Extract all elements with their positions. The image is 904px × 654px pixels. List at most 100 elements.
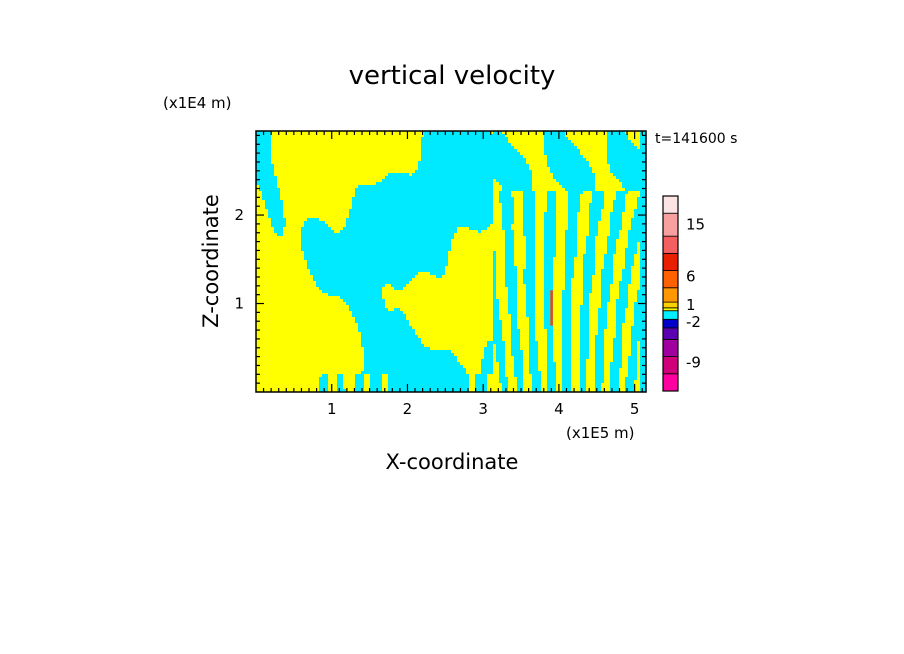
field-cell — [283, 209, 286, 212]
field-cell — [346, 212, 349, 215]
field-cell — [586, 140, 589, 143]
field-cell — [577, 233, 580, 236]
field-cell — [430, 200, 433, 203]
field-cell — [520, 218, 523, 221]
field-cell — [505, 134, 508, 137]
field-cell — [550, 215, 553, 218]
field-cell — [340, 158, 343, 161]
field-cell — [289, 143, 292, 146]
field-cell — [337, 176, 340, 179]
field-cell — [337, 245, 340, 248]
field-cell — [574, 176, 577, 179]
field-cell — [643, 227, 646, 230]
field-cell — [367, 185, 370, 188]
field-cell — [325, 206, 328, 209]
field-cell — [619, 158, 622, 161]
field-cell — [340, 242, 343, 245]
field-cell — [625, 242, 628, 245]
field-cell — [592, 161, 595, 164]
field-cell — [526, 218, 529, 221]
field-cell — [379, 161, 382, 164]
field-cell — [556, 161, 559, 164]
field-cell — [628, 194, 631, 197]
field-cell — [376, 236, 379, 239]
field-cell — [355, 242, 358, 245]
field-cell — [583, 212, 586, 215]
field-cell — [643, 221, 646, 224]
field-cell — [295, 206, 298, 209]
field-cell — [565, 242, 568, 245]
field-cell — [598, 239, 601, 242]
field-cell — [574, 173, 577, 176]
field-cell — [394, 212, 397, 215]
field-cell — [412, 242, 415, 245]
field-cell — [448, 236, 451, 239]
field-cell — [340, 206, 343, 209]
field-cell — [631, 212, 634, 215]
field-cell — [355, 221, 358, 224]
field-cell — [418, 137, 421, 140]
field-cell — [268, 164, 271, 167]
field-cell — [295, 140, 298, 143]
field-cell — [478, 230, 481, 233]
field-cell — [286, 227, 289, 230]
field-cell — [637, 167, 640, 170]
field-cell — [580, 191, 583, 194]
field-cell — [319, 221, 322, 224]
field-cell — [454, 218, 457, 221]
field-cell — [631, 176, 634, 179]
field-cell — [292, 233, 295, 236]
field-cell — [280, 227, 283, 230]
field-cell — [532, 230, 535, 233]
field-cell — [286, 245, 289, 248]
field-cell — [574, 221, 577, 224]
field-cell — [286, 179, 289, 182]
field-cell — [583, 242, 586, 245]
field-cell — [466, 239, 469, 242]
field-cell — [439, 176, 442, 179]
field-cell — [352, 149, 355, 152]
field-cell — [469, 137, 472, 140]
field-cell — [289, 242, 292, 245]
field-cell — [298, 245, 301, 248]
field-cell — [427, 227, 430, 230]
field-cell — [601, 236, 604, 239]
field-cell — [514, 176, 517, 179]
field-cell — [268, 230, 271, 233]
field-cell — [319, 203, 322, 206]
field-cell — [394, 164, 397, 167]
field-cell — [466, 230, 469, 233]
field-cell — [532, 161, 535, 164]
field-cell — [541, 227, 544, 230]
field-cell — [352, 230, 355, 233]
field-cell — [271, 149, 274, 152]
field-cell — [550, 242, 553, 245]
field-cell — [442, 239, 445, 242]
field-cell — [619, 161, 622, 164]
field-cell — [256, 236, 259, 239]
field-cell — [280, 218, 283, 221]
field-cell — [457, 167, 460, 170]
field-cell — [550, 164, 553, 167]
field-cell — [346, 182, 349, 185]
field-cell — [538, 191, 541, 194]
field-cell — [325, 194, 328, 197]
field-cell — [595, 152, 598, 155]
field-cell — [334, 227, 337, 230]
field-cell — [388, 176, 391, 179]
field-cell — [280, 209, 283, 212]
field-cell — [529, 164, 532, 167]
field-cell — [553, 230, 556, 233]
field-cell — [412, 206, 415, 209]
field-cell — [337, 152, 340, 155]
field-cell — [493, 200, 496, 203]
field-cell — [424, 212, 427, 215]
field-cell — [463, 173, 466, 176]
field-cell — [397, 167, 400, 170]
field-cell — [406, 167, 409, 170]
field-cell — [607, 215, 610, 218]
field-cell — [271, 194, 274, 197]
field-cell — [409, 224, 412, 227]
field-cell — [532, 209, 535, 212]
field-cell — [376, 143, 379, 146]
